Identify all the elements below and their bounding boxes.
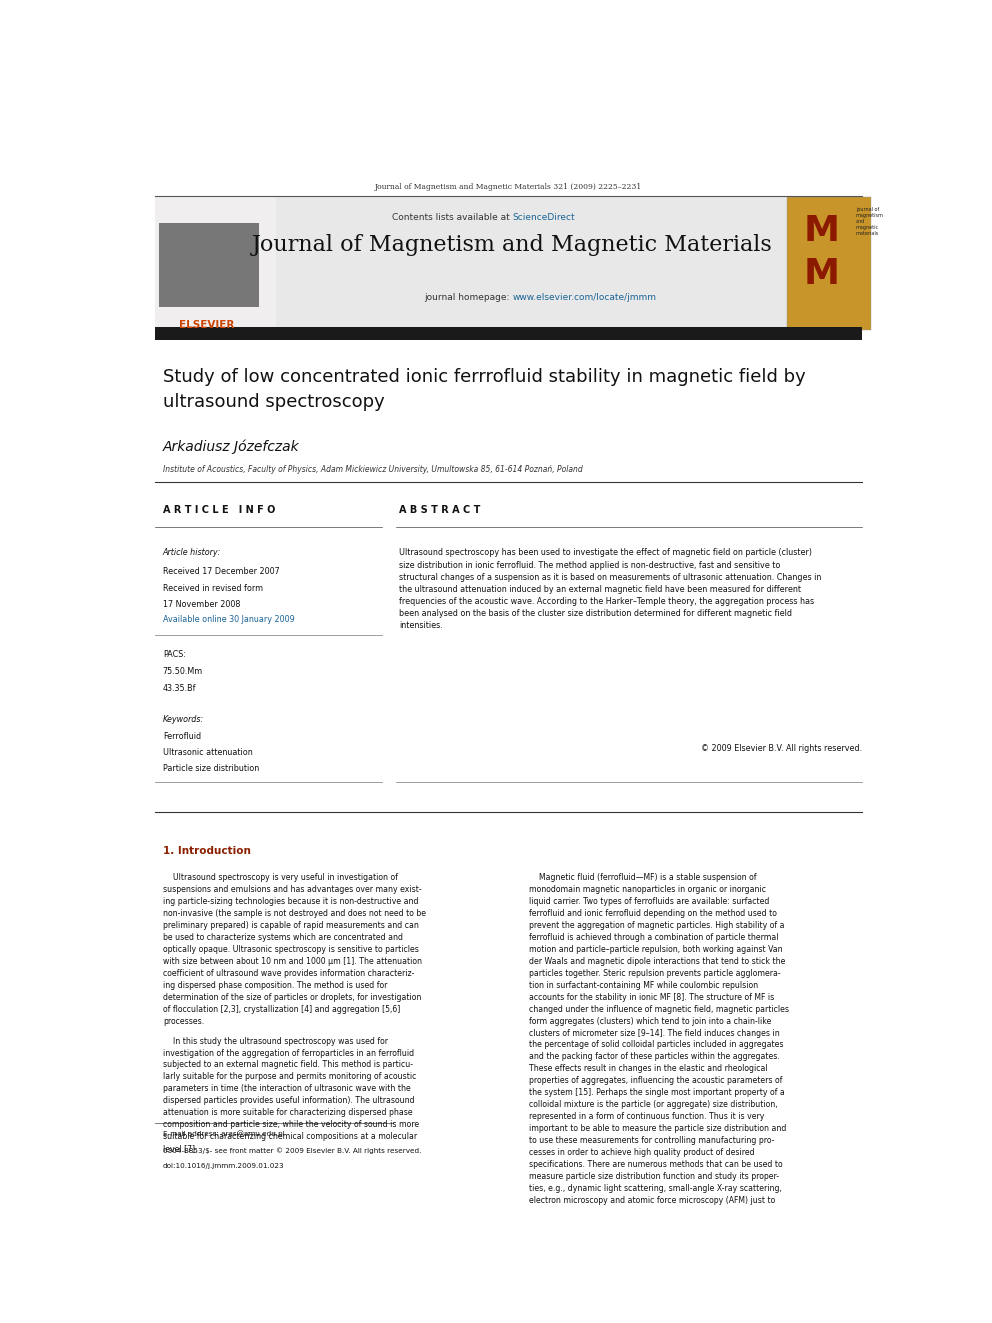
FancyBboxPatch shape bbox=[159, 224, 259, 307]
Text: 17 November 2008: 17 November 2008 bbox=[163, 599, 240, 609]
FancyBboxPatch shape bbox=[787, 197, 871, 329]
Text: Ultrasound spectroscopy is very useful in investigation of
suspensions and emuls: Ultrasound spectroscopy is very useful i… bbox=[163, 873, 426, 1025]
Text: 1. Introduction: 1. Introduction bbox=[163, 845, 251, 856]
Text: www.elsevier.com/locate/jmmm: www.elsevier.com/locate/jmmm bbox=[512, 292, 657, 302]
Text: 43.35.Bf: 43.35.Bf bbox=[163, 684, 196, 693]
FancyBboxPatch shape bbox=[155, 197, 862, 329]
Text: Arkadiusz Józefczak: Arkadiusz Józefczak bbox=[163, 439, 300, 454]
Text: In this study the ultrasound spectroscopy was used for
investigation of the aggr: In this study the ultrasound spectroscop… bbox=[163, 1036, 419, 1154]
Text: Ultrasonic attenuation: Ultrasonic attenuation bbox=[163, 747, 253, 757]
Text: Ultrasound spectroscopy has been used to investigate the effect of magnetic fiel: Ultrasound spectroscopy has been used to… bbox=[399, 548, 821, 630]
Text: journal of
magnetism
and
magnetic
materials: journal of magnetism and magnetic materi… bbox=[856, 206, 884, 237]
Text: journal homepage:: journal homepage: bbox=[424, 292, 512, 302]
Text: Available online 30 January 2009: Available online 30 January 2009 bbox=[163, 615, 295, 624]
Text: © 2009 Elsevier B.V. All rights reserved.: © 2009 Elsevier B.V. All rights reserved… bbox=[701, 744, 862, 753]
Text: Institute of Acoustics, Faculty of Physics, Adam Mickiewicz University, Umultows: Institute of Acoustics, Faculty of Physi… bbox=[163, 466, 582, 474]
Text: Article history:: Article history: bbox=[163, 548, 221, 557]
Text: Ferrofluid: Ferrofluid bbox=[163, 732, 200, 741]
Text: Magnetic fluid (ferrofluid—MF) is a stable suspension of
monodomain magnetic nan: Magnetic fluid (ferrofluid—MF) is a stab… bbox=[529, 873, 789, 1205]
Text: Study of low concentrated ionic ferrrofluid stability in magnetic field by
ultra: Study of low concentrated ionic ferrrofl… bbox=[163, 368, 806, 411]
Text: 75.50.Mm: 75.50.Mm bbox=[163, 667, 203, 676]
Text: ScienceDirect: ScienceDirect bbox=[512, 213, 575, 222]
Text: ELSEVIER: ELSEVIER bbox=[180, 320, 235, 331]
Text: Received in revised form: Received in revised form bbox=[163, 583, 263, 593]
Text: doi:10.1016/j.jmmm.2009.01.023: doi:10.1016/j.jmmm.2009.01.023 bbox=[163, 1163, 285, 1168]
Text: PACS:: PACS: bbox=[163, 650, 186, 659]
Text: Contents lists available at: Contents lists available at bbox=[392, 213, 512, 222]
FancyBboxPatch shape bbox=[155, 327, 862, 340]
Text: Particle size distribution: Particle size distribution bbox=[163, 763, 259, 773]
Text: 0304-8853/$- see front matter © 2009 Elsevier B.V. All rights reserved.: 0304-8853/$- see front matter © 2009 Els… bbox=[163, 1147, 422, 1154]
Text: E-mail address: aras@amu.edu.pl: E-mail address: aras@amu.edu.pl bbox=[163, 1130, 285, 1138]
Text: A R T I C L E   I N F O: A R T I C L E I N F O bbox=[163, 505, 275, 515]
Text: Received 17 December 2007: Received 17 December 2007 bbox=[163, 566, 280, 576]
Text: Keywords:: Keywords: bbox=[163, 714, 204, 724]
Text: M: M bbox=[805, 257, 840, 291]
Text: Journal of Magnetism and Magnetic Materials 321 (2009) 2225–2231: Journal of Magnetism and Magnetic Materi… bbox=[375, 184, 642, 192]
Text: M: M bbox=[805, 214, 840, 249]
FancyBboxPatch shape bbox=[155, 197, 276, 329]
Text: Journal of Magnetism and Magnetic Materials: Journal of Magnetism and Magnetic Materi… bbox=[252, 234, 773, 257]
Text: A B S T R A C T: A B S T R A C T bbox=[399, 505, 480, 515]
